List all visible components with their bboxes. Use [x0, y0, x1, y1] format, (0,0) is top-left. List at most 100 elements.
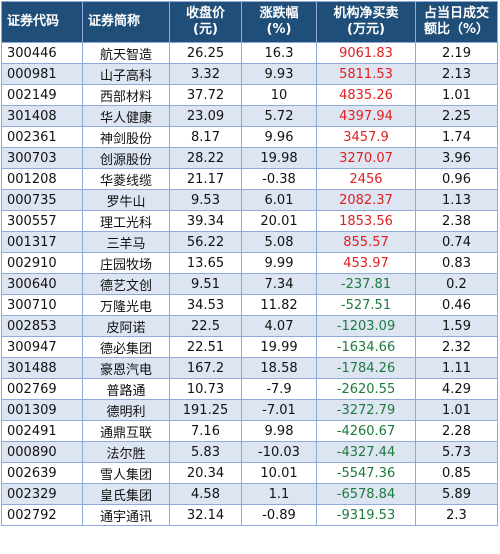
table-row: 300557 理工光科 39.34 20.01 1853.56 2.38 — [1, 210, 498, 232]
change-pct-cell: 1.1 — [241, 483, 317, 505]
close-price-cell: 9.53 — [169, 189, 242, 211]
change-pct-cell: -10.03 — [241, 441, 317, 463]
change-pct-cell: 10 — [241, 84, 317, 106]
table-row: 002853 皮阿诺 22.5 4.07 -1203.09 1.59 — [1, 315, 498, 337]
turnover-ratio-cell: 2.28 — [415, 420, 498, 442]
close-price-cell: 13.65 — [169, 252, 242, 274]
security-name-cell: 华人健康 — [82, 105, 170, 127]
table-row: 301488 豪恩汽电 167.2 18.58 -1784.26 1.11 — [1, 357, 498, 379]
table-header: 证券代码 证券简称 收盘价 (元) 涨跌幅 (%) 机构净买卖 (万元) 占当日成交额… — [1, 1, 498, 43]
close-price-cell: 32.14 — [169, 504, 242, 526]
security-code-cell: 002491 — [1, 420, 83, 442]
security-code-cell: 300640 — [1, 273, 83, 295]
security-code-cell: 300703 — [1, 147, 83, 169]
security-name-cell: 创源股份 — [82, 147, 170, 169]
change-pct-cell: 4.07 — [241, 315, 317, 337]
security-name-cell: 德艺文创 — [82, 273, 170, 295]
change-pct-cell: 9.98 — [241, 420, 317, 442]
table-row: 300640 德艺文创 9.51 7.34 -237.81 0.2 — [1, 273, 498, 295]
table-row: 301408 华人健康 23.09 5.72 4397.94 2.25 — [1, 105, 498, 127]
turnover-ratio-cell: 0.85 — [415, 462, 498, 484]
close-price-cell: 28.22 — [169, 147, 242, 169]
change-pct-cell: 19.99 — [241, 336, 317, 358]
close-price-cell: 22.5 — [169, 315, 242, 337]
table-row: 000735 罗牛山 9.53 6.01 2082.37 1.13 — [1, 189, 498, 211]
security-name-cell: 德必集团 — [82, 336, 170, 358]
institution-net-buy-cell: 5811.53 — [316, 63, 416, 85]
turnover-ratio-cell: 1.59 — [415, 315, 498, 337]
change-pct-cell: 5.72 — [241, 105, 317, 127]
table-row: 300446 航天智造 26.25 16.3 9061.83 2.19 — [1, 42, 498, 64]
header-row: 证券代码 证券简称 收盘价 (元) 涨跌幅 (%) 机构净买卖 (万元) 占当日成交额… — [1, 1, 498, 43]
institution-net-buy-cell: 4397.94 — [316, 105, 416, 127]
change-pct-cell: 20.01 — [241, 210, 317, 232]
institution-net-buy-cell: -9319.53 — [316, 504, 416, 526]
close-price-cell: 191.25 — [169, 399, 242, 421]
security-code-cell: 300446 — [1, 42, 83, 64]
security-name-cell: 普路通 — [82, 378, 170, 400]
turnover-ratio-cell: 4.29 — [415, 378, 498, 400]
security-code-cell: 002639 — [1, 462, 83, 484]
institution-net-buy-cell: 9061.83 — [316, 42, 416, 64]
turnover-ratio-cell: 5.89 — [415, 483, 498, 505]
table-row: 002639 雪人集团 20.34 10.01 -5547.36 0.85 — [1, 462, 498, 484]
close-price-cell: 8.17 — [169, 126, 242, 148]
change-pct-cell: 9.99 — [241, 252, 317, 274]
institution-net-buy-cell: -3272.79 — [316, 399, 416, 421]
institution-net-buy-cell: 3270.07 — [316, 147, 416, 169]
close-price-cell: 23.09 — [169, 105, 242, 127]
turnover-ratio-cell: 2.32 — [415, 336, 498, 358]
institution-net-buy-cell: -6578.84 — [316, 483, 416, 505]
security-code-cell: 002910 — [1, 252, 83, 274]
table-row: 300703 创源股份 28.22 19.98 3270.07 3.96 — [1, 147, 498, 169]
table-row: 002910 庄园牧场 13.65 9.99 453.97 0.83 — [1, 252, 498, 274]
close-price-cell: 3.32 — [169, 63, 242, 85]
table-row: 000890 法尔胜 5.83 -10.03 -4327.44 5.73 — [1, 441, 498, 463]
change-pct-cell: -0.89 — [241, 504, 317, 526]
header-security-code: 证券代码 — [1, 1, 83, 43]
security-code-cell: 300710 — [1, 294, 83, 316]
turnover-ratio-cell: 1.01 — [415, 84, 498, 106]
security-name-cell: 万隆光电 — [82, 294, 170, 316]
change-pct-cell: -7.9 — [241, 378, 317, 400]
close-price-cell: 10.73 — [169, 378, 242, 400]
institution-trading-table: 证券代码 证券简称 收盘价 (元) 涨跌幅 (%) 机构净买卖 (万元) 占当日成交额… — [1, 1, 498, 526]
security-code-cell: 301408 — [1, 105, 83, 127]
close-price-cell: 34.53 — [169, 294, 242, 316]
security-code-cell: 002769 — [1, 378, 83, 400]
header-close-price: 收盘价 (元) — [169, 1, 242, 43]
security-code-cell: 002853 — [1, 315, 83, 337]
header-turnover-ratio: 占当日成交 额比（%） — [415, 1, 498, 43]
close-price-cell: 5.83 — [169, 441, 242, 463]
turnover-ratio-cell: 3.96 — [415, 147, 498, 169]
institution-net-buy-cell: 855.57 — [316, 231, 416, 253]
close-price-cell: 21.17 — [169, 168, 242, 190]
change-pct-cell: 10.01 — [241, 462, 317, 484]
security-code-cell: 001309 — [1, 399, 83, 421]
security-name-cell: 皮阿诺 — [82, 315, 170, 337]
change-pct-cell: 7.34 — [241, 273, 317, 295]
security-code-cell: 001317 — [1, 231, 83, 253]
security-name-cell: 通宇通讯 — [82, 504, 170, 526]
table-row: 002361 神剑股份 8.17 9.96 3457.9 1.74 — [1, 126, 498, 148]
institution-net-buy-cell: 2456 — [316, 168, 416, 190]
security-code-cell: 002361 — [1, 126, 83, 148]
table-body: 300446 航天智造 26.25 16.3 9061.83 2.19 000981 山子高科… — [1, 42, 498, 526]
turnover-ratio-cell: 0.83 — [415, 252, 498, 274]
security-code-cell: 002792 — [1, 504, 83, 526]
institution-net-buy-cell: -4260.67 — [316, 420, 416, 442]
close-price-cell: 39.34 — [169, 210, 242, 232]
change-pct-cell: -7.01 — [241, 399, 317, 421]
security-name-cell: 山子高科 — [82, 63, 170, 85]
change-pct-cell: 5.08 — [241, 231, 317, 253]
change-pct-cell: -0.38 — [241, 168, 317, 190]
security-code-cell: 300947 — [1, 336, 83, 358]
close-price-cell: 56.22 — [169, 231, 242, 253]
institution-net-buy-cell: -2620.55 — [316, 378, 416, 400]
table-row: 000981 山子高科 3.32 9.93 5811.53 2.13 — [1, 63, 498, 85]
institution-net-buy-cell: -5547.36 — [316, 462, 416, 484]
security-code-cell: 000981 — [1, 63, 83, 85]
turnover-ratio-cell: 1.13 — [415, 189, 498, 211]
change-pct-cell: 18.58 — [241, 357, 317, 379]
table-row: 001208 华菱线缆 21.17 -0.38 2456 0.96 — [1, 168, 498, 190]
